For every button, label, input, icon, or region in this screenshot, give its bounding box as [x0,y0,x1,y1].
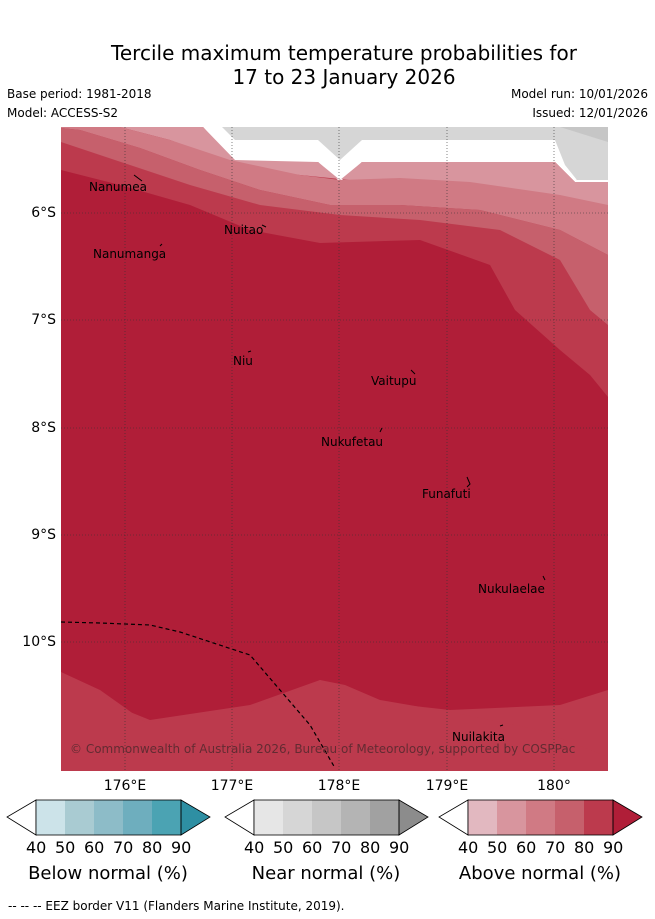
legend-title-near: Near normal (%) [251,863,401,884]
lon-tick-177e: 177°E [210,778,254,794]
place-label: Nuitao [224,223,264,237]
cb-tick: 50 [487,838,508,857]
cb-tick: 60 [302,838,323,857]
island-outlines [133,174,546,727]
near-swatch-2 [283,800,312,835]
lon-tick-179e: 179°E [425,778,469,794]
cb-tick: 70 [113,838,134,857]
near-swatch-4 [341,800,370,835]
place-label: Niu [233,354,253,368]
below-swatch-4 [123,800,152,835]
place-label: Vaitupu [371,374,417,388]
colorbar-near [224,799,429,836]
cb-tick: 40 [26,838,47,857]
colorbar-above [438,799,643,836]
above-80-south [61,672,608,771]
below-swatch-1 [36,800,65,835]
title-line-1: Tercile maximum temperature probabilitie… [111,41,577,65]
cb-tick: 80 [360,838,381,857]
near-swatch-3 [312,800,341,835]
cb-tick: 70 [545,838,566,857]
colorbar-below [6,799,211,836]
cb-tick: 60 [516,838,537,857]
above-swatch-4 [555,800,584,835]
above-swatch-1 [468,800,497,835]
cb-tick: 50 [55,838,76,857]
place-label: Nukufetau [321,435,384,449]
above-swatch-2 [497,800,526,835]
model-run: Model run: 10/01/2026 [510,87,648,101]
cb-tick: 80 [142,838,163,857]
issued-date: Issued: 12/01/2026 [532,106,648,120]
near-normal-darker [250,127,608,142]
place-label: Nanumanga [93,247,167,261]
lon-tick-180: 180° [537,778,571,794]
lon-tick-176e: 176°E [103,778,147,794]
above-swatch-5 [584,800,613,835]
eez-footnote: -- -- -- EEZ border V11 (Flanders Marine… [8,899,345,913]
graticule [61,127,608,771]
cb-tick: 90 [603,838,624,857]
lat-tick-10s: 10°S [22,634,56,650]
eez-border [61,621,336,769]
above-70-band [61,128,608,325]
lat-tick-6s: 6°S [31,205,56,221]
cb-tick: 80 [574,838,595,857]
model-name: Model: ACCESS-S2 [7,106,119,120]
place-label: Funafuti [422,487,471,501]
above-90-band [61,170,608,720]
below-swatch-5 [152,800,181,835]
lat-tick-8s: 8°S [31,420,56,436]
cb-tick: 90 [389,838,410,857]
copyright-notice: © Commonwealth of Australia 2026, Bureau… [70,742,576,756]
cb-tick: 40 [458,838,479,857]
near-swatch-1 [254,800,283,835]
cb-tick: 60 [84,838,105,857]
cb-tick: 50 [273,838,294,857]
above-swatch-3 [526,800,555,835]
lon-tick-178e: 178°E [317,778,361,794]
cb-tick: 90 [171,838,192,857]
place-label: Nanumea [89,180,147,194]
low-signal-gap [203,127,608,182]
near-swatch-5 [370,800,399,835]
cb-tick: 40 [244,838,265,857]
title-line-2: 17 to 23 January 2026 [232,65,456,89]
lat-tick-9s: 9°S [31,527,56,543]
place-label: Nukulaelae [478,582,545,596]
lat-tick-7s: 7°S [31,312,56,328]
cb-tick: 70 [331,838,352,857]
legend-title-above: Above normal (%) [458,863,622,884]
legend-title-below: Below normal (%) [28,863,188,884]
below-swatch-3 [94,800,123,835]
above-60-band [61,127,608,255]
below-swatch-2 [65,800,94,835]
place-label: Nuilakita [452,730,505,744]
base-period: Base period: 1981-2018 [7,87,152,101]
